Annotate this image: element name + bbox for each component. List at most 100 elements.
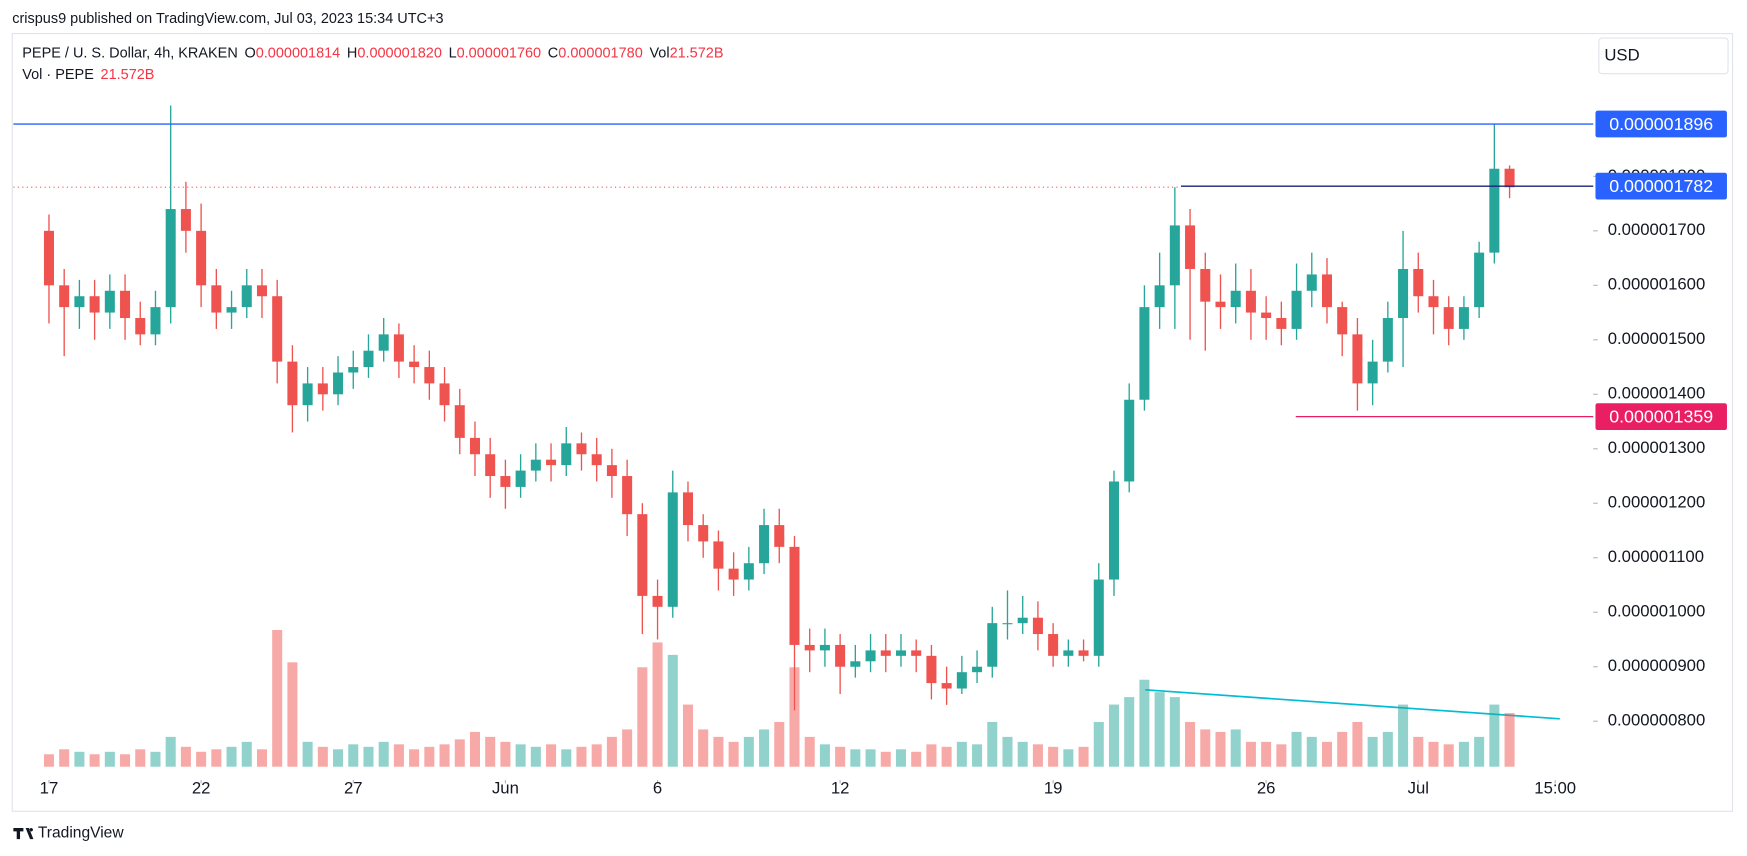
candle-body [104, 290, 115, 313]
volume-bar [576, 746, 587, 767]
volume-bar [941, 746, 952, 767]
candle-body [256, 285, 267, 297]
volume-bar [850, 749, 861, 767]
volume-bar [1108, 704, 1120, 767]
volume-bar [1291, 731, 1302, 767]
legend-label: C [548, 45, 558, 61]
volume-bar [59, 749, 70, 767]
volume-bar [728, 741, 739, 767]
candle-body [1428, 296, 1439, 308]
level-label-box [1595, 110, 1727, 138]
volume-bar [637, 667, 648, 767]
candle-body [987, 623, 998, 667]
volume-bar [622, 729, 633, 767]
volume-bar [1200, 729, 1211, 767]
y-tick-label: 0.000001700 [1608, 220, 1706, 239]
y-tick-label: 0.000001100 [1608, 547, 1704, 566]
legend-line: PEPE / U. S. Dollar, 4h, KRAKEN O0.000001… [22, 45, 723, 61]
candle-body [682, 492, 693, 526]
candle-body [1093, 579, 1104, 656]
volume-bar [1017, 741, 1028, 767]
volume-bar [1382, 731, 1393, 767]
candle-body [439, 383, 450, 406]
candle-body [211, 285, 222, 313]
y-tick-label: 0.000001300 [1608, 438, 1706, 457]
candles [43, 105, 1515, 767]
volume-bar [89, 754, 100, 767]
legend-label: L [449, 45, 457, 61]
legend-value: 21.572B [670, 45, 724, 61]
candle-body [698, 525, 709, 542]
candle-body [1215, 301, 1226, 308]
candle-body [1276, 318, 1287, 329]
currency-button[interactable] [1598, 37, 1729, 75]
candle-body [1489, 168, 1500, 253]
volume-bar [530, 746, 541, 767]
legend-value: 0.000001814 [256, 45, 341, 61]
volume-bar [1230, 729, 1241, 767]
volume-bar [713, 736, 724, 767]
candle-body [378, 334, 389, 351]
volume-bar [1093, 721, 1104, 767]
volume-bar [743, 736, 754, 767]
candle-body [1078, 650, 1089, 656]
volume-bar [835, 746, 846, 767]
volume-bar [135, 749, 146, 767]
candle-body [926, 655, 937, 684]
candle-body [317, 383, 328, 395]
logo-mark [13, 827, 34, 840]
volume-bar [1337, 731, 1348, 767]
volume-bar [789, 667, 800, 767]
candle-body [819, 644, 830, 651]
volume-bar [1306, 736, 1317, 767]
candle-body [1245, 290, 1256, 313]
volume-bar [74, 751, 85, 767]
volume-bar [256, 749, 267, 767]
candle-body [865, 650, 876, 662]
candle-body [1124, 399, 1135, 482]
candle-body [500, 476, 511, 487]
currency[interactable]: USD [1604, 45, 1639, 64]
level-label: 0.000001782 [1609, 176, 1713, 196]
volume-bar [43, 754, 54, 767]
y-tick-label: 0.000001600 [1608, 275, 1706, 294]
candle-body [515, 470, 526, 487]
candle-body [1032, 617, 1043, 635]
candle-body [1108, 481, 1120, 580]
x-tick-label: 6 [653, 778, 662, 797]
level-label-box [1595, 403, 1727, 431]
volume-bar [1245, 741, 1256, 767]
candle-body [1017, 617, 1028, 624]
volume-bar [287, 662, 298, 767]
candle-body [622, 476, 633, 515]
candle-body [409, 361, 420, 368]
legend-label: H [347, 45, 357, 61]
candle-body [804, 644, 815, 651]
volume-bar [1185, 721, 1196, 767]
volume-bar [1154, 692, 1165, 767]
volume-legend: Vol · PEPE 21.572B [22, 67, 154, 83]
volume-bar [698, 729, 709, 767]
candle-body [1261, 312, 1272, 319]
volume-bar [165, 736, 176, 767]
candle-body [1321, 274, 1333, 308]
candle-body [850, 661, 861, 667]
candle-body [272, 296, 283, 362]
legend-value: 0.000001820 [357, 45, 442, 61]
candle-body [667, 492, 678, 607]
x-tick-label: 26 [1257, 778, 1276, 797]
volume-bar [819, 744, 830, 767]
volume-bar [469, 731, 480, 767]
volume-bar [1428, 741, 1439, 767]
volume-bar [317, 746, 328, 767]
volume-bar [333, 749, 344, 767]
candle-body [759, 525, 770, 564]
candle-body [1002, 623, 1013, 625]
candle-body [74, 296, 85, 308]
legend-value: 0.000001760 [457, 45, 542, 61]
volume-bar [926, 744, 937, 767]
candle-body [530, 459, 541, 471]
x-tick-label: 19 [1044, 778, 1063, 797]
volume-bar [759, 729, 770, 767]
brand: TradingView [38, 825, 124, 842]
